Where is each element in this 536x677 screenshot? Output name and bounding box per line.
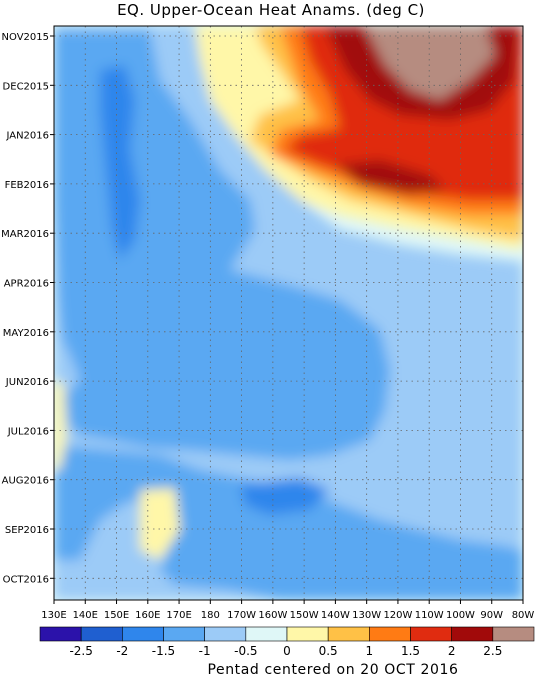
y-tick-label: AUG2016 (2, 476, 49, 487)
colorbar-swatch (245, 626, 288, 642)
x-tick-label: 130E (41, 610, 66, 621)
field-neg-1-lower (54, 445, 523, 600)
colorbar-label: 2 (448, 644, 456, 658)
x-tick-label: 90W (480, 610, 503, 621)
colorbar-label: 0.5 (319, 644, 338, 658)
x-tick-label: 160E (135, 610, 160, 621)
colorbar-swatch (204, 626, 247, 642)
y-tick-label: FEB2016 (5, 180, 49, 191)
colorbar-swatch (451, 626, 494, 642)
y-axis: NOV2015 DEC2015 JAN2016 FEB2016 MAR2016 APR20… (1, 32, 54, 585)
y-tick-label: MAY2016 (3, 328, 49, 339)
y-tick-label: NOV2015 (2, 32, 49, 43)
colorbar-label: 2.5 (483, 644, 502, 658)
field-pos-0-west (54, 380, 66, 470)
x-tick-label: 140W (321, 610, 350, 621)
x-tick-label: 170W (227, 610, 256, 621)
y-tick-label: JAN2016 (5, 131, 49, 142)
colorbar-label: -2.5 (69, 644, 92, 658)
colorbar-label: 0 (283, 644, 291, 658)
colorbar-label: 1 (366, 644, 374, 658)
x-tick-label: 170E (166, 610, 191, 621)
colorbar-label: -2 (116, 644, 128, 658)
field-pos-2.5 (365, 26, 495, 100)
x-tick-label: 80W (512, 610, 535, 621)
x-tick-label: 160W (258, 610, 287, 621)
plot-frame (53, 25, 524, 601)
x-axis: 130E 140E 150E 160E 170E 180 170W 160W 150W 140W 1… (41, 600, 534, 621)
x-tick-label: 100W (446, 610, 475, 621)
y-tick-label: JUL2016 (7, 426, 49, 437)
x-tick-label: 120W (383, 610, 412, 621)
y-tick-label: DEC2015 (3, 81, 49, 92)
colorbar-swatch (80, 626, 123, 642)
x-tick-label: 140E (73, 610, 98, 621)
colorbar-label: 1.5 (401, 644, 420, 658)
x-tick-label: 150E (104, 610, 129, 621)
y-tick-label: OCT2016 (3, 574, 49, 585)
y-tick-label: MAR2016 (1, 229, 49, 240)
x-tick-label: 180 (201, 610, 220, 621)
field-pos-0-sep (140, 488, 180, 560)
plot-area (53, 25, 524, 601)
colorbar-swatch (369, 626, 411, 642)
x-tick-label: 150W (290, 610, 319, 621)
colorbar-swatch (492, 626, 535, 642)
y-tick-label: SEP2016 (5, 525, 49, 536)
colorbar-swatch (286, 626, 329, 642)
field-neg-1.5b (240, 478, 330, 515)
y-tick-label: APR2016 (4, 279, 49, 290)
colorbar-label: -1 (199, 644, 211, 658)
heat-field (54, 26, 523, 600)
grid-lines (54, 26, 523, 600)
colorbar-labels: -2.5 -2 -1.5 -1 -0.5 0 0.5 1 1.5 2 2.5 (69, 644, 502, 658)
colorbar (39, 626, 535, 642)
chart-title: EQ. Upper-Ocean Heat Anams. (deg C) (117, 1, 425, 19)
colorbar-swatch (410, 626, 452, 642)
colorbar-swatch (163, 626, 205, 642)
x-tick-label: 130W (352, 610, 381, 621)
field-neg-1.5 (100, 65, 140, 260)
colorbar-label: -0.5 (234, 644, 257, 658)
colorbar-label: -1.5 (152, 644, 175, 658)
field-neg-1 (54, 30, 390, 460)
y-tick-label: JUN2016 (5, 377, 49, 388)
colorbar-swatch (39, 626, 82, 642)
field-pos-2b (335, 160, 445, 195)
footer-caption: Pentad centered on 20 OCT 2016 (207, 662, 458, 677)
x-tick-label: 110W (415, 610, 444, 621)
colorbar-swatch (327, 626, 370, 642)
colorbar-swatch (122, 626, 164, 642)
